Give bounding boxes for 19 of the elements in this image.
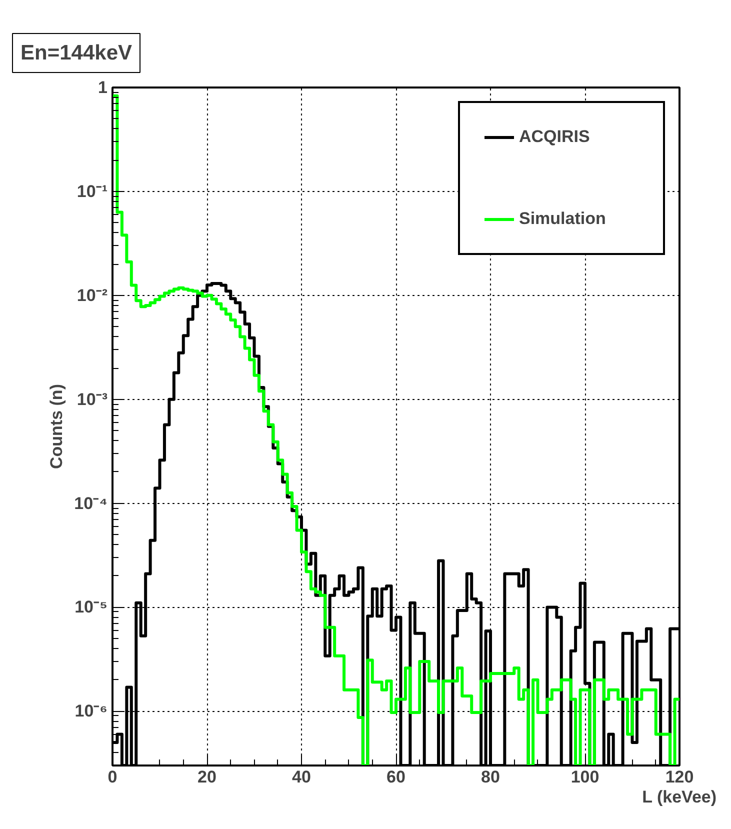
y-tick-label: 1 [98, 78, 108, 97]
x-tick-label: 0 [108, 768, 118, 786]
y-tick-label: 10⁻³ [76, 390, 108, 409]
y-tick-label: 10⁻⁵ [74, 598, 108, 617]
y-axis-title: Counts (n) [47, 384, 66, 469]
x-tick-label: 60 [386, 768, 406, 786]
x-tick-label: 100 [570, 768, 600, 786]
y-tick-label: 10⁻² [76, 286, 108, 305]
x-tick-label: 40 [292, 768, 311, 786]
y-tick-label: 10⁻⁶ [74, 702, 108, 721]
x-tick-label: 120 [665, 768, 694, 786]
chart-title: En=144keV [20, 42, 132, 64]
legend-label: Simulation [519, 209, 607, 229]
x-tick-label: 20 [198, 768, 216, 786]
y-tick-label: 10⁻¹ [76, 182, 108, 201]
x-axis-title: L (keVee) [642, 788, 717, 806]
x-tick-label: 80 [481, 768, 500, 786]
y-tick-label: 10⁻⁴ [74, 494, 108, 513]
legend-label: ACQIRIS [519, 127, 591, 147]
